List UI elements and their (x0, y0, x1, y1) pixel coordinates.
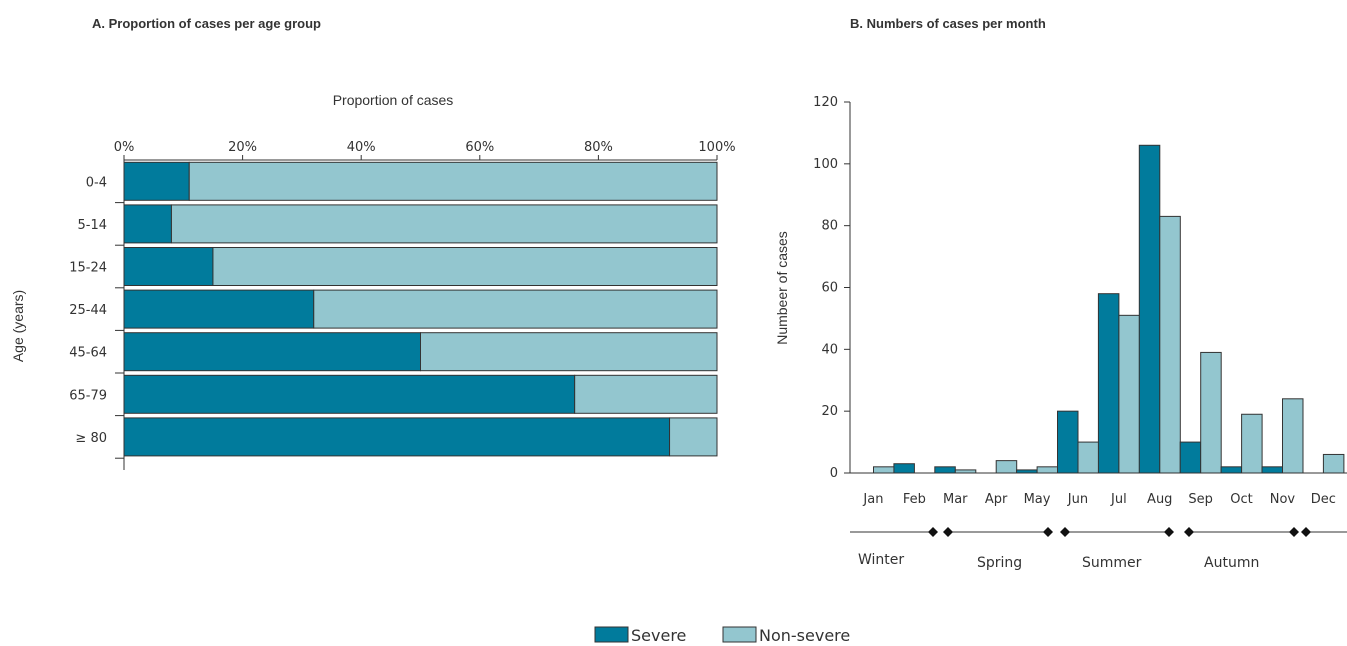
panel-a-x-tick-label: 100% (698, 140, 735, 155)
panel-b-x-tick-label: Mar (943, 492, 968, 507)
panel-a-title: A. Proportion of cases per age group (92, 16, 321, 31)
panel-b: B. Numbers of cases per month Numbeer of… (774, 16, 1347, 571)
bar-severe-25-44 (123, 289, 315, 329)
legend-swatch-non-severe (722, 626, 757, 643)
bar-non-severe-0-4 (188, 161, 718, 201)
panel-b-y-tick-label: 40 (821, 342, 838, 357)
panel-b-x-tick-label: Oct (1230, 492, 1252, 507)
bar-severe-aug (1138, 144, 1161, 474)
bar-non-severe-5-14 (170, 204, 718, 244)
panel-a: A. Proportion of cases per age group Pro… (10, 16, 736, 470)
panel-b-x-tick-label: Nov (1270, 492, 1296, 507)
panel-b-y-ticks: 0 20 40 60 80 100 120 (813, 95, 850, 481)
bar-non-severe-may (1036, 466, 1059, 474)
bar-non-severe-apr (995, 460, 1018, 474)
bar-non-severe-15-24 (212, 247, 718, 286)
bar-severe-5-14 (123, 204, 172, 244)
bar-severe-15-24 (123, 247, 214, 286)
panel-b-y-tick-label: 0 (830, 466, 838, 481)
bar-severe-jul (1097, 293, 1120, 474)
season-diamond-marker (928, 527, 938, 537)
panel-b-x-tick-label: Jan (862, 492, 883, 507)
panel-b-x-tick-label: Apr (985, 492, 1008, 507)
bar-non-severe-sep (1200, 351, 1222, 474)
bar-non-severe-25-44 (313, 289, 718, 329)
season-diamond-marker (1289, 527, 1299, 537)
bar-severe-nov (1261, 466, 1283, 474)
panel-b-y-axis-title: Numbeer of cases (774, 231, 790, 345)
season-label-winter: Winter (858, 552, 904, 568)
panel-b-x-ticks: Jan Feb Mar Apr May Jun Jul Aug Sep Oct … (862, 492, 1336, 507)
panel-b-title: B. Numbers of cases per month (850, 16, 1046, 31)
panel-b-bars (873, 144, 1345, 474)
bar-non-severe-oct (1241, 413, 1263, 474)
panel-a-x-tick-label: 40% (347, 140, 376, 155)
bar-severe-45-64 (123, 332, 421, 372)
panel-b-x-tick-label: Jun (1067, 492, 1088, 507)
season-timeline: Winter Spring Summer Autumn (850, 527, 1347, 571)
season-diamond-marker (1164, 527, 1174, 537)
bar-severe-may (1016, 469, 1038, 474)
season-diamond-marker (943, 527, 953, 537)
panel-a-x-tick-label: 0% (114, 140, 135, 155)
panel-a-y-tick-label: 0-4 (86, 175, 107, 190)
panel-a-x-axis-title: Proportion of cases (333, 92, 454, 108)
panel-b-x-tick-label: May (1024, 492, 1051, 507)
panel-a-y-tick-label: 15-24 (69, 261, 107, 276)
season-label-spring: Spring (977, 555, 1022, 571)
bar-severe-jun (1057, 410, 1079, 474)
legend-label-non-severe: Non-severe (759, 626, 850, 645)
panel-b-y-tick-label: 80 (821, 219, 838, 234)
season-diamond-marker (1043, 527, 1053, 537)
panel-a-x-tick-label: 20% (228, 140, 257, 155)
bar-severe-sep (1179, 441, 1202, 474)
panel-a-y-tick-label: 25-44 (69, 303, 107, 318)
bar-non-severe-jul (1118, 314, 1140, 474)
panel-a-x-ticks: 0% 20% 40% 60% 80% 100% (114, 140, 736, 160)
panel-a-x-tick-label: 60% (465, 140, 494, 155)
bar-non-severe-45-64 (420, 332, 718, 372)
panel-b-y-tick-label: 100 (813, 157, 838, 172)
panel-a-y-tick-label: 5-14 (77, 218, 107, 233)
season-label-autumn: Autumn (1204, 555, 1259, 571)
panel-b-x-tick-label: Jul (1110, 492, 1127, 507)
panel-b-x-tick-label: Feb (903, 492, 926, 507)
panel-a-bars (123, 161, 718, 457)
panel-a-y-tick-label: ≥ 80 (75, 431, 107, 446)
bar-non-severe-mar (954, 469, 977, 474)
panel-a-x-tick-label: 80% (584, 140, 613, 155)
legend: Severe Non-severe (594, 626, 850, 645)
panel-a-y-tick-label: 65-79 (69, 388, 107, 403)
season-diamond-marker (1060, 527, 1070, 537)
panel-a-y-tick-label: 45-64 (69, 346, 107, 361)
panel-a-y-ticks: 0-4 5-14 15-24 25-44 45-64 65-79 ≥ 80 (69, 175, 124, 459)
panel-b-y-tick-label: 20 (821, 404, 838, 419)
season-label-summer: Summer (1082, 555, 1142, 571)
bar-non-severe-jun (1077, 441, 1099, 474)
bar-non-severe-65-79 (574, 374, 718, 414)
panel-b-y-tick-label: 120 (813, 95, 838, 110)
panel-b-x-tick-label: Dec (1311, 492, 1336, 507)
bar-severe-0-4 (123, 161, 190, 201)
panel-b-y-tick-label: 60 (821, 281, 838, 296)
season-diamond-marker (1184, 527, 1194, 537)
panel-b-x-tick-label: Sep (1188, 492, 1213, 507)
panel-a-y-axis-title: Age (years) (10, 290, 26, 362)
bar-non-severe-nov (1282, 398, 1304, 474)
bar-severe-oct (1220, 466, 1243, 474)
panel-b-x-tick-label: Aug (1147, 492, 1172, 507)
bar-severe-feb (893, 463, 915, 474)
legend-label-severe: Severe (631, 626, 686, 645)
legend-swatch-severe (594, 626, 629, 643)
bar-non-severe-dec (1322, 453, 1345, 474)
bar-non-severe--80 (669, 417, 718, 457)
bar-severe--80 (123, 417, 671, 457)
bar-non-severe-aug (1159, 215, 1181, 474)
season-diamond-marker (1301, 527, 1311, 537)
bar-non-severe-jan (873, 466, 895, 474)
bar-severe-mar (934, 466, 956, 474)
bar-severe-65-79 (123, 374, 576, 414)
